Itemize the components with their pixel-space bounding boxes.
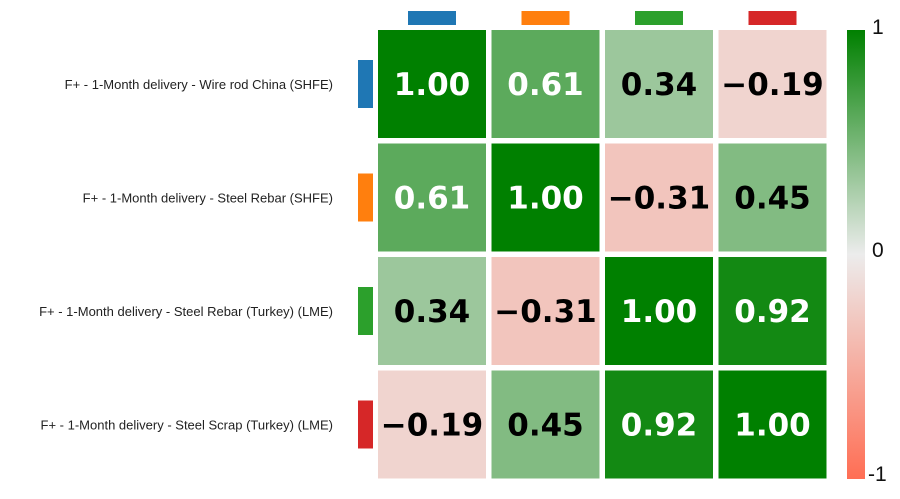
cell-3-0 xyxy=(378,370,486,479)
cell-label-3-0: −0.19 xyxy=(381,408,483,444)
cell-label-1-2: −0.31 xyxy=(608,181,710,217)
row-label-3: F+ - 1-Month delivery - Steel Scrap (Tur… xyxy=(41,418,333,433)
cell-label-2-1: −0.31 xyxy=(494,294,596,330)
cell-1-1 xyxy=(491,143,600,252)
cell-2-2 xyxy=(605,257,713,365)
colorbar-tick-min: -1 xyxy=(868,463,887,486)
column-marker-0 xyxy=(408,11,456,25)
cell-3-1 xyxy=(491,370,600,479)
cell-label-0-1: 0.61 xyxy=(507,67,584,103)
cell-1-3 xyxy=(718,143,827,252)
row-marker-2 xyxy=(358,287,373,335)
cell-0-0 xyxy=(378,30,486,138)
cell-label-0-3: −0.19 xyxy=(721,67,823,103)
cell-2-0 xyxy=(378,257,486,365)
cell-label-2-0: 0.34 xyxy=(394,294,471,330)
cell-label-3-3: 1.00 xyxy=(734,408,811,444)
cell-0-2 xyxy=(605,30,713,138)
colorbar-tick-max: 1 xyxy=(872,16,884,39)
cell-label-1-3: 0.45 xyxy=(734,181,811,217)
cell-label-3-2: 0.92 xyxy=(621,408,698,444)
cell-label-1-1: 1.00 xyxy=(507,181,584,217)
cell-2-3 xyxy=(718,257,827,365)
colorbar: 1 0 -1 xyxy=(847,16,887,486)
column-marker-2 xyxy=(635,11,683,25)
cell-label-0-0: 1.00 xyxy=(394,67,471,103)
row-label-0: F+ - 1-Month delivery - Wire rod China (… xyxy=(65,77,333,92)
cell-0-3 xyxy=(718,30,827,138)
cell-0-1 xyxy=(491,30,600,138)
cell-2-1 xyxy=(491,257,600,365)
row-marker-3 xyxy=(358,400,373,449)
cell-1-2 xyxy=(605,143,713,252)
column-marker-1 xyxy=(521,11,570,25)
cell-label-2-2: 1.00 xyxy=(621,294,698,330)
row-label-1: F+ - 1-Month delivery - Steel Rebar (SHF… xyxy=(83,191,333,206)
heatmap-cells: 1.00 0.61 0.34 −0.19 0.61 1.00 −0.31 0.45 0.34 −0… xyxy=(378,30,827,479)
colorbar-gradient xyxy=(847,30,865,479)
column-marker-3 xyxy=(748,11,797,25)
cell-label-2-3: 0.92 xyxy=(734,294,811,330)
row-marker-0 xyxy=(358,60,373,108)
cell-3-3 xyxy=(718,370,827,479)
colorbar-tick-mid: 0 xyxy=(872,239,884,262)
row-marker-1 xyxy=(358,173,373,222)
cell-label-1-0: 0.61 xyxy=(394,181,471,217)
column-color-markers xyxy=(408,11,797,25)
cell-1-0 xyxy=(378,143,486,252)
row-label-2: F+ - 1-Month delivery - Steel Rebar (Tur… xyxy=(39,304,333,319)
row-labels: F+ - 1-Month delivery - Wire rod China (… xyxy=(39,77,333,433)
cell-3-2 xyxy=(605,370,713,479)
cell-label-0-2: 0.34 xyxy=(621,67,698,103)
row-color-markers xyxy=(358,60,373,449)
cell-label-3-1: 0.45 xyxy=(507,408,584,444)
